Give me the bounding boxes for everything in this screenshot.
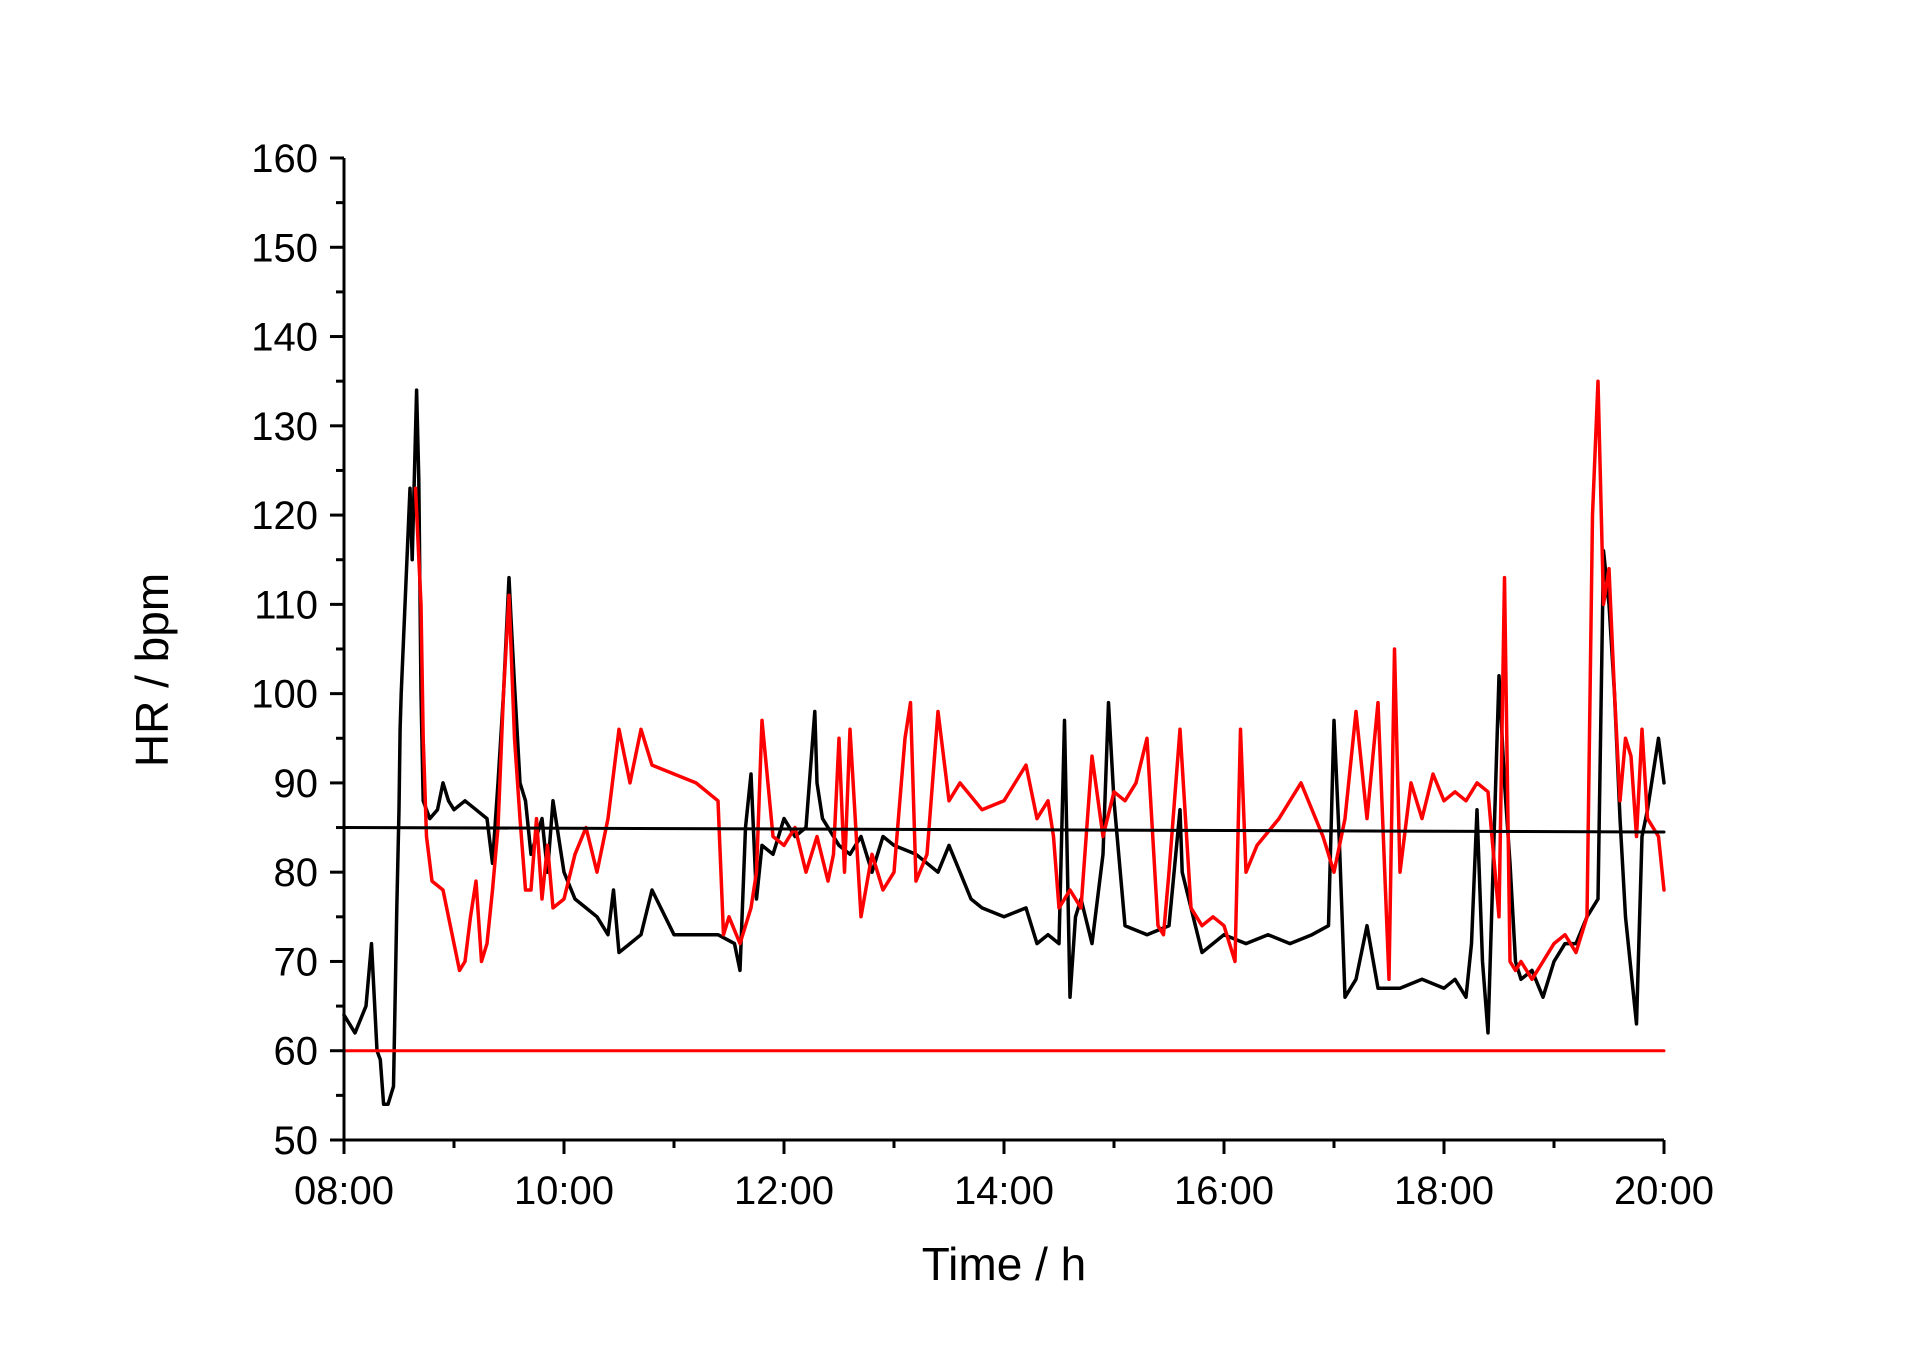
- x-tick-label: 18:00: [1394, 1169, 1494, 1213]
- x-tick-label: 20:00: [1614, 1169, 1714, 1213]
- y-tick-label: 150: [251, 226, 318, 270]
- y-tick-label: 120: [251, 494, 318, 538]
- series-line-1: [342, 388, 1666, 1107]
- y-tick-label: 140: [251, 316, 318, 360]
- x-tick-label: 16:00: [1174, 1169, 1274, 1213]
- y-tick-label: 160: [251, 137, 318, 181]
- y-tick-label: 110: [254, 583, 318, 627]
- y-tick-label: 90: [274, 762, 319, 806]
- x-tick-label: 14:00: [954, 1169, 1054, 1213]
- x-tick-label: 12:00: [734, 1169, 834, 1213]
- y-tick-label: 60: [274, 1030, 319, 1074]
- ticks-layer: 50 60 70 80 90 100 110 120 130 140 150 160 08:00 10:0…: [251, 137, 1714, 1213]
- series-layer: [342, 379, 1666, 1107]
- series-line-3: [342, 826, 1666, 834]
- series-line-2: [413, 379, 1666, 982]
- y-tick-label: 70: [274, 940, 319, 984]
- y-tick-label: 100: [251, 673, 318, 717]
- x-tick-label: 10:00: [514, 1169, 614, 1213]
- y-axis-title: HR / bpm: [126, 573, 178, 767]
- x-axis-title: Time / h: [922, 1238, 1086, 1290]
- y-tick-label: 50: [274, 1119, 319, 1163]
- y-tick-label: 80: [274, 851, 319, 895]
- x-tick-label: 08:00: [294, 1169, 394, 1213]
- y-tick-label: 130: [251, 405, 318, 449]
